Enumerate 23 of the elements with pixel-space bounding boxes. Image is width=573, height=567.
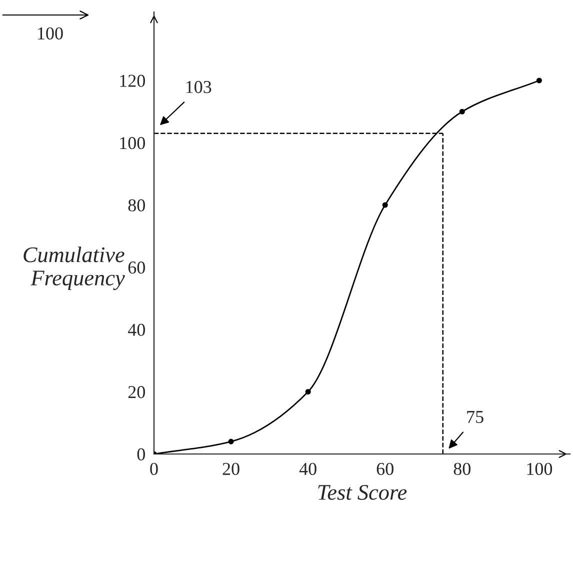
x-tick-label: 100 — [527, 462, 552, 476]
point — [305, 388, 311, 395]
y-tick-label: 100 — [120, 136, 145, 150]
x-tick-label: 0 — [150, 462, 158, 476]
y-tick-label: 60 — [128, 261, 145, 274]
ref-line-label: 103 — [186, 80, 212, 94]
y-tick-label: 40 — [128, 324, 145, 336]
x-tick-label: 60 — [376, 462, 394, 476]
text: 100 — [38, 27, 63, 40]
x-tick-label: 40 — [299, 462, 316, 476]
y-tick-label: 20 — [128, 386, 145, 398]
x-tick-label: 20 — [222, 462, 240, 476]
ref-line-label: 75 — [467, 411, 484, 424]
x-axis-title: Test Score — [318, 484, 407, 500]
y-tick-label: 80 — [128, 199, 145, 212]
point — [228, 438, 234, 444]
point — [459, 108, 465, 114]
y-tick-label: 120 — [120, 74, 145, 87]
y-tick-label: 0 — [137, 448, 145, 460]
y-axis-title: Cumulative Frequency — [24, 246, 125, 290]
x-tick-label: 80 — [454, 462, 470, 476]
point — [536, 78, 542, 84]
point — [382, 202, 388, 208]
